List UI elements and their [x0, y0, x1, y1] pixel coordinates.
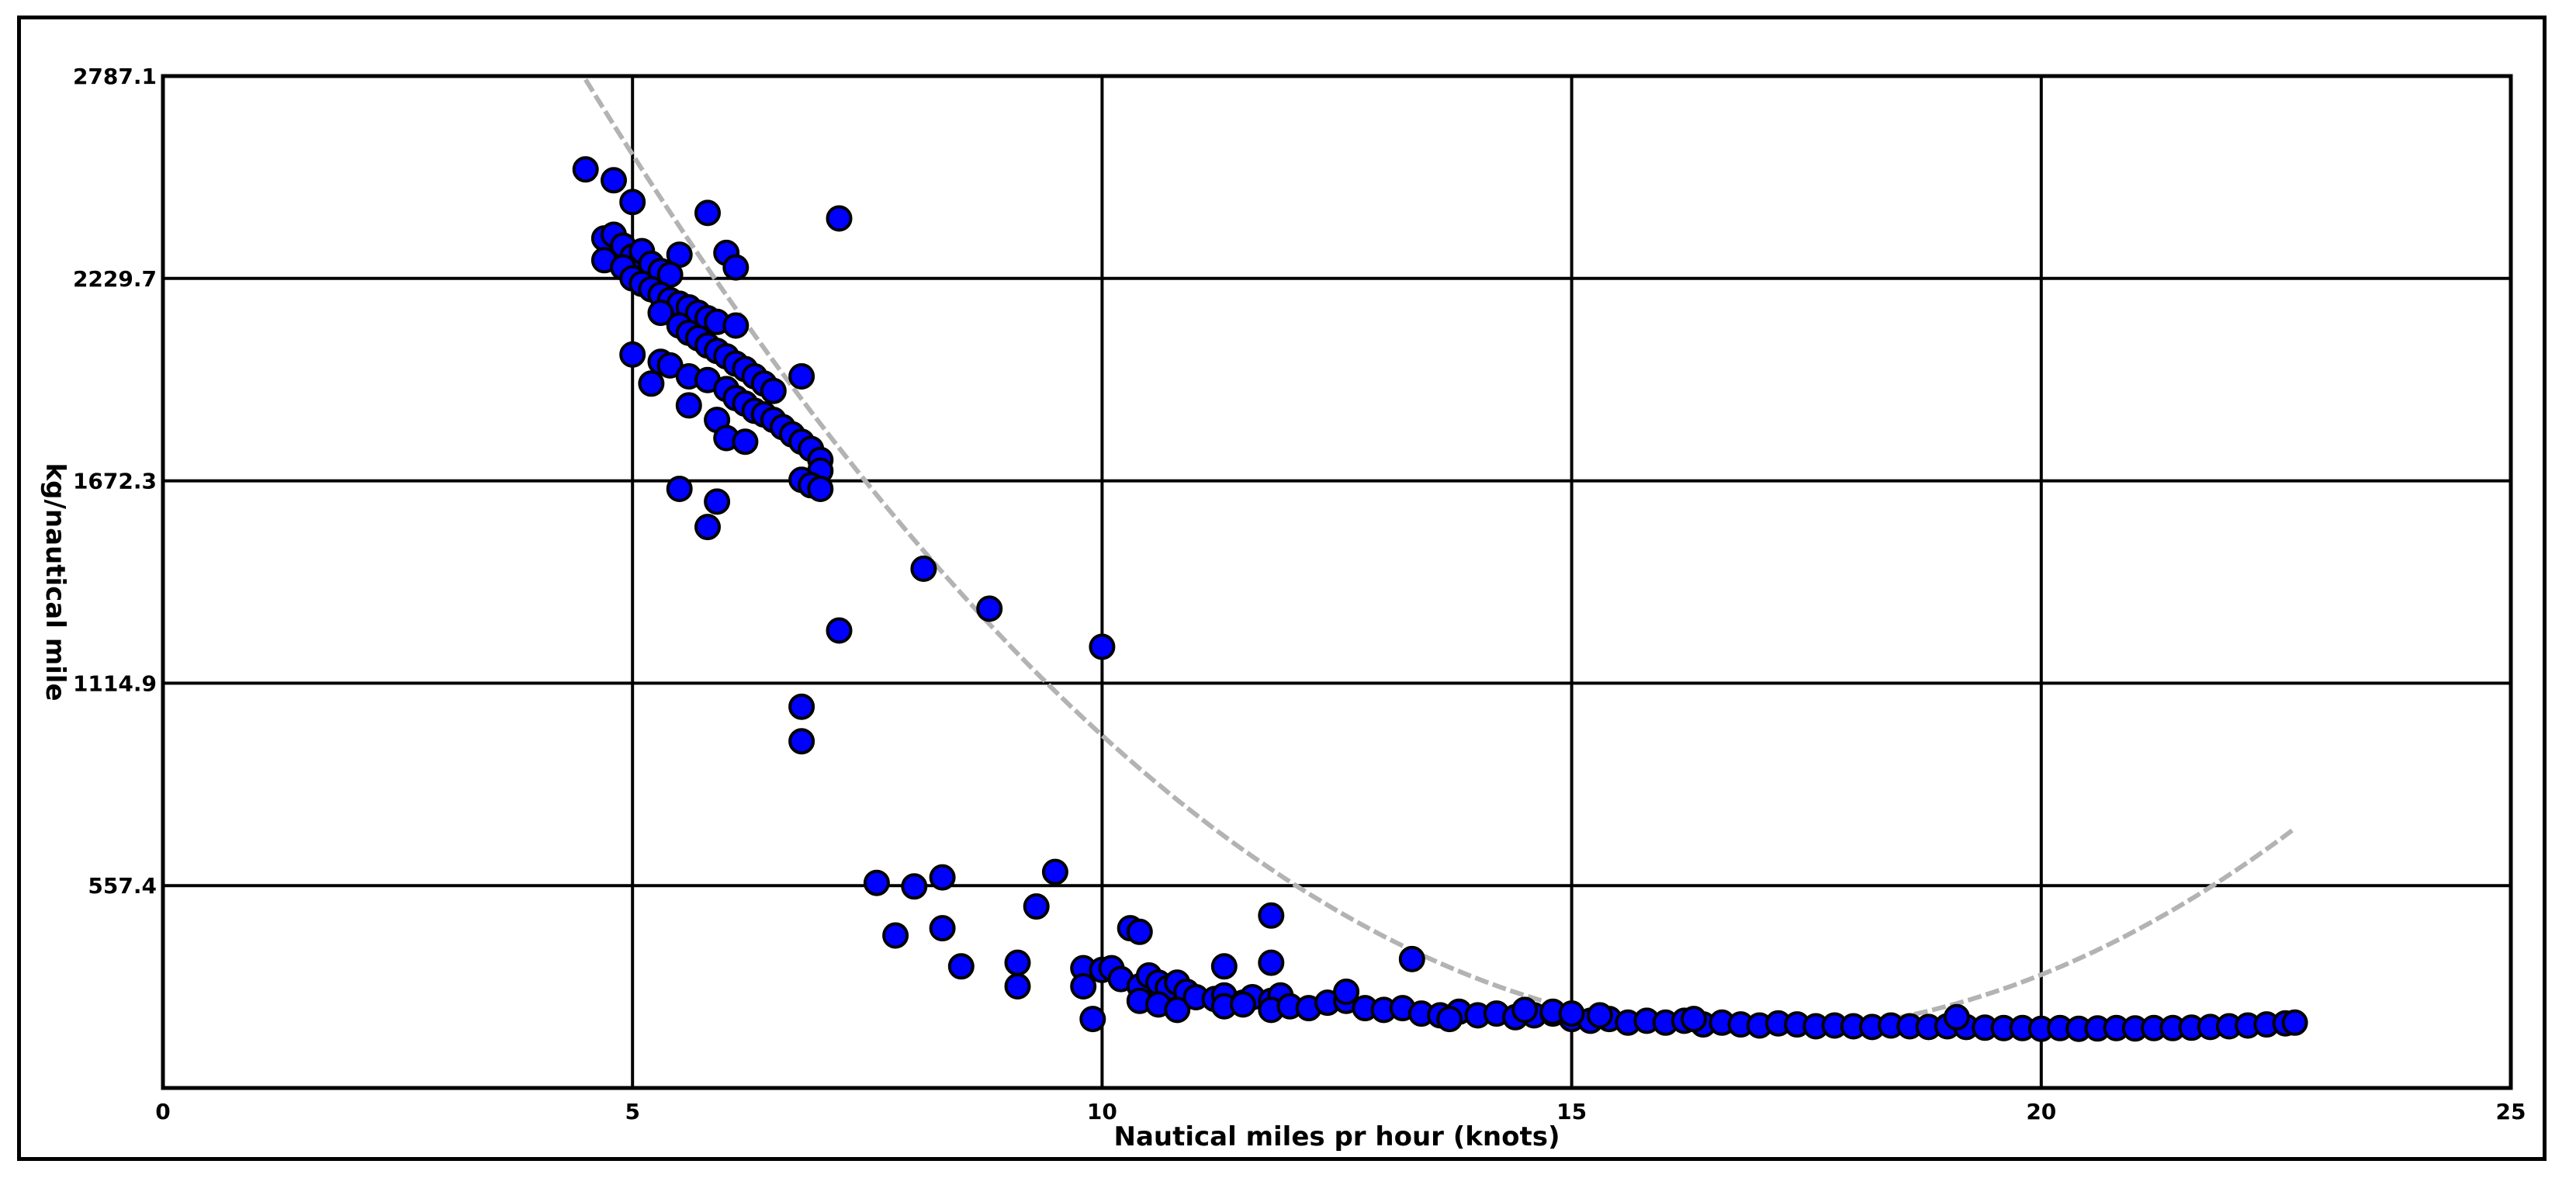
- data-point: [1398, 945, 1425, 972]
- x-axis-title: Nautical miles pr hour (knots): [1113, 1121, 1560, 1152]
- data-point: [732, 428, 759, 456]
- x-tick-label: 0: [155, 1099, 170, 1124]
- data-point: [1436, 1006, 1463, 1033]
- data-point: [1164, 996, 1191, 1024]
- data-point: [619, 341, 646, 368]
- data-point: [638, 370, 665, 397]
- y-axis-title: kg/nautical mile: [40, 463, 71, 701]
- data-point: [572, 156, 599, 183]
- data-point: [1023, 893, 1050, 920]
- data-point: [929, 864, 956, 891]
- data-point: [1258, 902, 1285, 929]
- data-point: [1681, 1006, 1707, 1033]
- data-point: [666, 476, 693, 502]
- data-points: [572, 156, 2308, 1042]
- y-tick-label: 557.4: [88, 873, 157, 899]
- data-point: [1558, 1000, 1585, 1027]
- trend-layer: [583, 78, 2297, 1035]
- data-point: [704, 488, 731, 515]
- tick-labels: 0 5 10 15 20 25 557.4 1114.9 1672.3 2229.7 2787.1: [73, 64, 2526, 1124]
- data-point: [2281, 1009, 2308, 1036]
- grid-lines: [161, 74, 2513, 1090]
- data-point: [910, 555, 937, 582]
- data-point: [1126, 918, 1153, 945]
- data-point: [788, 363, 815, 390]
- data-point: [647, 300, 674, 327]
- data-point: [1511, 996, 1539, 1024]
- data-point: [675, 392, 702, 419]
- x-tick-label: 25: [2496, 1099, 2526, 1124]
- plot-area-border: [161, 74, 2513, 1090]
- x-tick-label: 5: [625, 1099, 639, 1124]
- data-point: [694, 199, 721, 227]
- y-tick-label: 2787.1: [73, 64, 157, 89]
- data-point: [901, 873, 928, 900]
- data-point: [1586, 1002, 1613, 1029]
- data-point: [826, 205, 853, 232]
- data-point: [929, 915, 956, 942]
- data-point: [1943, 1003, 1970, 1031]
- data-point: [882, 922, 909, 949]
- data-point: [1333, 979, 1360, 1005]
- data-point: [619, 189, 646, 216]
- x-tick-label: 20: [2026, 1099, 2056, 1124]
- y-tick-label: 1672.3: [73, 469, 157, 494]
- x-tick-label: 15: [1556, 1099, 1587, 1124]
- data-point: [788, 728, 815, 755]
- data-point: [1230, 991, 1256, 1018]
- data-point: [976, 595, 1003, 622]
- data-point: [760, 377, 787, 404]
- y-tick-label: 1114.9: [73, 670, 157, 696]
- data-point: [947, 953, 975, 980]
- data-point: [1210, 953, 1238, 980]
- data-point: [722, 254, 750, 281]
- data-point: [694, 514, 721, 541]
- data-point: [788, 693, 815, 720]
- data-point: [807, 476, 834, 502]
- data-point: [601, 167, 627, 194]
- data-point: [1089, 633, 1116, 660]
- data-point: [722, 312, 750, 339]
- data-point: [1079, 1006, 1106, 1033]
- data-point: [1041, 858, 1068, 885]
- y-tick-label: 2229.7: [73, 266, 157, 292]
- data-point: [863, 869, 890, 896]
- trend-line: [583, 78, 2297, 1035]
- x-tick-label: 10: [1087, 1099, 1117, 1124]
- data-point: [1004, 973, 1031, 1000]
- data-point: [1004, 949, 1031, 976]
- data-point: [1070, 973, 1097, 1000]
- data-point: [1258, 949, 1285, 976]
- data-point: [826, 617, 853, 644]
